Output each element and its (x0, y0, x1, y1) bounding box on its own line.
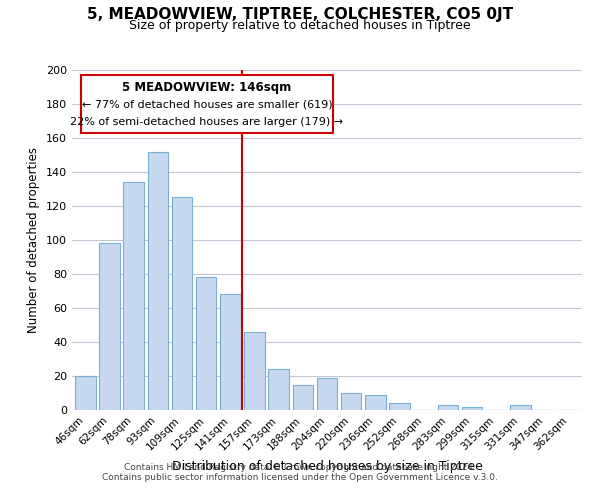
Bar (341, 393, 361, 410)
Bar (196, 278, 217, 410)
Bar (148, 152, 168, 410)
Bar (437, 405, 458, 410)
Bar (75, 376, 95, 410)
X-axis label: Distribution of detached houses by size in Tiptree: Distribution of detached houses by size … (172, 460, 482, 473)
Bar (124, 182, 144, 410)
Text: 5 MEADOWVIEW: 146sqm: 5 MEADOWVIEW: 146sqm (122, 81, 292, 94)
Text: Size of property relative to detached houses in Tiptree: Size of property relative to detached ho… (129, 19, 471, 32)
Y-axis label: Number of detached properties: Number of detached properties (28, 147, 40, 333)
Text: ← 77% of detached houses are smaller (619): ← 77% of detached houses are smaller (61… (82, 100, 332, 110)
Bar (244, 332, 265, 410)
Bar (389, 403, 410, 410)
Text: Contains public sector information licensed under the Open Government Licence v.: Contains public sector information licen… (102, 472, 498, 482)
Bar (99, 244, 120, 410)
Bar (510, 405, 530, 410)
Text: 22% of semi-detached houses are larger (179) →: 22% of semi-detached houses are larger (… (70, 117, 344, 127)
Bar (462, 406, 482, 410)
Bar (365, 394, 386, 410)
Bar (293, 384, 313, 410)
Bar (220, 294, 241, 410)
Bar (317, 378, 337, 410)
Text: Contains HM Land Registry data © Crown copyright and database right 2024.: Contains HM Land Registry data © Crown c… (124, 462, 476, 471)
Text: 5, MEADOWVIEW, TIPTREE, COLCHESTER, CO5 0JT: 5, MEADOWVIEW, TIPTREE, COLCHESTER, CO5 … (87, 8, 513, 22)
Bar (172, 198, 192, 410)
Bar (268, 369, 289, 410)
